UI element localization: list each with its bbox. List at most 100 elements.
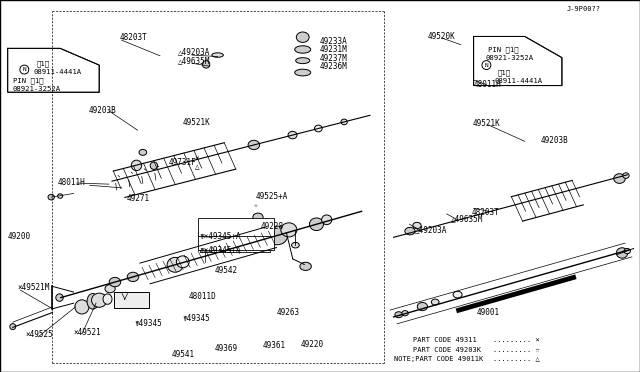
Ellipse shape: [139, 150, 147, 155]
Text: ☤×49345+A: ☤×49345+A: [200, 246, 241, 254]
Bar: [114, 292, 149, 308]
Text: ☆: ☆: [254, 203, 258, 208]
Ellipse shape: [212, 53, 223, 57]
Text: N: N: [484, 62, 488, 68]
Circle shape: [10, 324, 16, 330]
Text: 49203B: 49203B: [541, 136, 568, 145]
Text: 48203T: 48203T: [120, 33, 147, 42]
Text: 48011H: 48011H: [58, 178, 85, 187]
Text: J-9P00??: J-9P00??: [566, 6, 600, 12]
Text: 48203T: 48203T: [472, 208, 499, 217]
Text: ......... △: ......... △: [493, 356, 540, 362]
Text: 08921-3252A: 08921-3252A: [13, 86, 61, 92]
Text: 48011H: 48011H: [474, 80, 501, 89]
Polygon shape: [474, 36, 562, 86]
Ellipse shape: [167, 257, 183, 272]
Ellipse shape: [177, 256, 189, 268]
Text: 08911-4441A: 08911-4441A: [494, 78, 542, 84]
Ellipse shape: [616, 248, 628, 258]
Text: △49635M: △49635M: [178, 56, 211, 65]
Text: △49635M: △49635M: [451, 215, 483, 224]
Circle shape: [131, 160, 141, 171]
Circle shape: [482, 61, 491, 70]
Text: ☤49345: ☤49345: [134, 319, 162, 328]
Text: 49001: 49001: [477, 308, 500, 317]
Text: △49203A: △49203A: [178, 48, 211, 57]
Circle shape: [202, 61, 210, 68]
Ellipse shape: [417, 302, 428, 311]
Ellipse shape: [75, 300, 89, 314]
Text: ......... ☆: ......... ☆: [493, 347, 540, 353]
Text: 08921-3252A: 08921-3252A: [485, 55, 533, 61]
Ellipse shape: [253, 213, 263, 221]
Ellipse shape: [321, 215, 332, 225]
Text: 49203B: 49203B: [88, 106, 116, 115]
Text: 49541: 49541: [172, 350, 195, 359]
Text: △: △: [195, 162, 199, 171]
Text: ×49521M: ×49521M: [18, 283, 51, 292]
Text: PIN 、1。: PIN 、1。: [13, 78, 44, 84]
Ellipse shape: [103, 294, 112, 304]
Text: 49233A: 49233A: [319, 37, 347, 46]
Circle shape: [20, 65, 29, 74]
Ellipse shape: [288, 131, 297, 139]
Text: ×: ×: [195, 155, 199, 164]
Text: ☤×49345+A: ☤×49345+A: [200, 232, 241, 241]
Text: 49231M: 49231M: [319, 45, 347, 54]
Ellipse shape: [431, 299, 439, 305]
Ellipse shape: [281, 223, 297, 237]
Ellipse shape: [109, 278, 121, 287]
Text: 49369: 49369: [214, 344, 237, 353]
Ellipse shape: [296, 32, 309, 42]
Text: 、1。: 、1。: [498, 70, 511, 76]
Text: PIN 、1。: PIN 、1。: [488, 46, 518, 53]
Text: 48011D: 48011D: [189, 292, 216, 301]
Ellipse shape: [248, 140, 260, 150]
Ellipse shape: [127, 272, 139, 282]
Circle shape: [150, 162, 157, 169]
Polygon shape: [8, 48, 99, 92]
Bar: [200, 230, 270, 252]
Text: 49263: 49263: [276, 308, 300, 317]
Text: ......... ×: ......... ×: [493, 337, 540, 343]
Ellipse shape: [300, 262, 312, 270]
Ellipse shape: [402, 311, 408, 316]
Text: 49237M: 49237M: [319, 54, 347, 63]
Text: 、1。: 、1。: [37, 61, 51, 67]
Text: 49236M: 49236M: [319, 62, 347, 71]
Circle shape: [56, 294, 63, 301]
Ellipse shape: [48, 194, 54, 200]
Text: 49271: 49271: [127, 194, 150, 203]
Text: 49200: 49200: [8, 232, 31, 241]
Text: 08911-4441A: 08911-4441A: [33, 69, 81, 75]
Ellipse shape: [623, 173, 629, 178]
Text: 49220: 49220: [301, 340, 324, 349]
Ellipse shape: [267, 226, 287, 245]
Bar: [198, 218, 274, 236]
Text: 49521K: 49521K: [182, 118, 210, 126]
Ellipse shape: [294, 69, 311, 76]
Ellipse shape: [314, 125, 322, 132]
Text: 49520K: 49520K: [428, 32, 455, 41]
Ellipse shape: [341, 119, 348, 125]
Ellipse shape: [413, 222, 421, 229]
Text: ☤49345: ☤49345: [182, 314, 210, 323]
Text: PART CODE 49311: PART CODE 49311: [413, 337, 477, 343]
Text: 49228: 49228: [261, 222, 284, 231]
Ellipse shape: [453, 291, 462, 298]
Text: ×49525: ×49525: [26, 330, 53, 339]
Ellipse shape: [624, 248, 630, 254]
Text: 49525+A: 49525+A: [256, 192, 289, 201]
Bar: [198, 231, 274, 250]
Text: 49542: 49542: [215, 266, 238, 275]
Ellipse shape: [92, 293, 107, 307]
Ellipse shape: [296, 58, 310, 64]
Ellipse shape: [614, 174, 625, 183]
Ellipse shape: [87, 294, 99, 309]
Text: 49361: 49361: [262, 341, 285, 350]
Ellipse shape: [294, 46, 311, 53]
Text: 49521K: 49521K: [473, 119, 500, 128]
Ellipse shape: [309, 218, 323, 231]
Text: N: N: [22, 67, 26, 72]
Text: 49731F: 49731F: [169, 158, 196, 167]
